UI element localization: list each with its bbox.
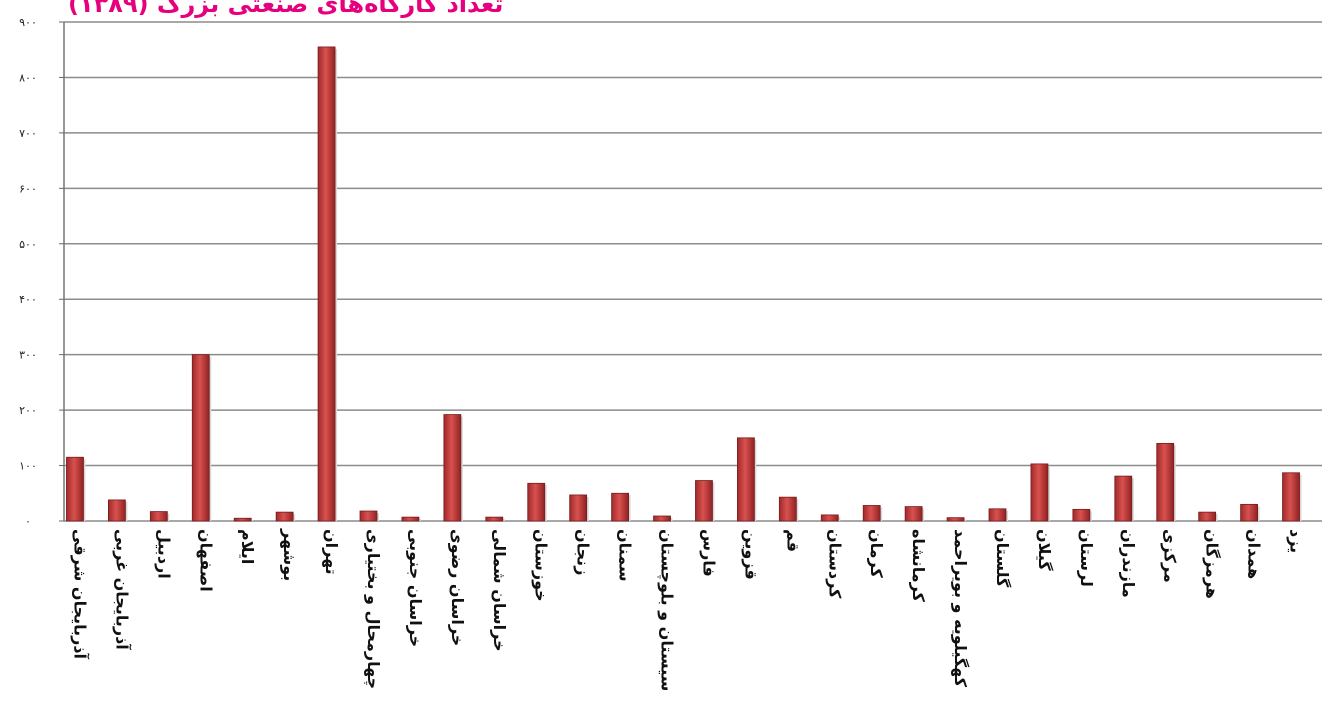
bar bbox=[359, 510, 378, 522]
category-label: گلستان bbox=[993, 529, 1012, 588]
bar bbox=[1030, 463, 1049, 522]
y-tick-label: ۲۰۰ bbox=[19, 404, 37, 417]
category-label: خوزستان bbox=[532, 529, 551, 602]
y-tick-label: ۶۰۰ bbox=[19, 182, 37, 195]
category-label: هرمزگان bbox=[1203, 529, 1222, 599]
category-label: یزد bbox=[1287, 529, 1306, 553]
category-label: کردستان bbox=[825, 529, 844, 599]
bar bbox=[149, 511, 168, 522]
category-label: فارس bbox=[699, 529, 718, 577]
category-label: قم bbox=[783, 529, 802, 552]
category-label: مرکزی bbox=[1161, 529, 1180, 583]
bar bbox=[569, 494, 588, 522]
bar bbox=[108, 499, 126, 522]
y-tick-label: ۰ bbox=[25, 515, 31, 528]
category-label: قزوین bbox=[741, 529, 760, 580]
bar bbox=[1240, 503, 1258, 522]
bar bbox=[317, 46, 336, 522]
bar bbox=[653, 515, 671, 522]
category-label: سیستان و بلوچستان bbox=[657, 529, 677, 691]
bar bbox=[66, 456, 84, 522]
category-label: کهگیلویه و بویراحمد bbox=[951, 529, 970, 688]
bar bbox=[611, 492, 629, 522]
bar bbox=[904, 506, 923, 522]
category-label: مازندران bbox=[1119, 529, 1138, 598]
category-label: خراسان رضوی bbox=[448, 529, 467, 646]
bar bbox=[1156, 442, 1175, 522]
category-label: گیلان bbox=[1035, 529, 1054, 571]
bar bbox=[1072, 508, 1091, 522]
category-label: کرمان bbox=[867, 529, 886, 579]
category-label: خراسان شمالی bbox=[490, 529, 509, 652]
bar bbox=[1198, 511, 1217, 522]
bar bbox=[695, 480, 713, 522]
bar bbox=[401, 516, 420, 522]
bar bbox=[527, 482, 546, 522]
y-tick-label: ۴۰۰ bbox=[19, 293, 37, 306]
bar bbox=[820, 514, 839, 522]
bar bbox=[1114, 475, 1133, 522]
category-label: اردبیل bbox=[154, 529, 173, 579]
bar bbox=[443, 414, 462, 522]
category-label: آذربایجان شرقی bbox=[70, 529, 90, 660]
category-label: خراسان جنوبی bbox=[406, 529, 425, 647]
y-tick-label: ۸۰۰ bbox=[19, 71, 37, 84]
chart-title: تعداد کارگاه‌های صنعتی بزرگ (۱۳۸۹) bbox=[68, 0, 504, 18]
category-label: کرمانشاه bbox=[909, 529, 928, 603]
category-label: آذربایجان غربی bbox=[112, 529, 132, 650]
y-tick-label: ۱۰۰ bbox=[19, 460, 37, 473]
bar bbox=[275, 511, 294, 522]
category-label: چهارمحال و بختیاری bbox=[363, 529, 383, 689]
category-label: ایلام bbox=[238, 529, 257, 564]
y-tick-label: ۳۰۰ bbox=[19, 349, 37, 362]
category-label: همدان bbox=[1245, 529, 1264, 579]
bar bbox=[1282, 472, 1300, 522]
category-label: بوشهر bbox=[280, 528, 299, 581]
bar bbox=[778, 496, 797, 522]
y-tick-label: ۹۰۰ bbox=[19, 16, 37, 29]
bar bbox=[862, 505, 881, 522]
bar bbox=[988, 508, 1007, 522]
bar bbox=[191, 354, 210, 522]
bar bbox=[233, 517, 252, 522]
category-label: لرستان bbox=[1077, 529, 1096, 587]
y-tick-label: ۵۰۰ bbox=[19, 238, 37, 251]
category-label: سمنان bbox=[616, 529, 635, 582]
y-tick-label: ۷۰۰ bbox=[19, 127, 37, 140]
bar bbox=[485, 516, 504, 522]
category-label: زنجان bbox=[574, 529, 593, 575]
category-label: تهران bbox=[322, 529, 341, 575]
category-label: اصفهان bbox=[196, 529, 215, 592]
bar bbox=[946, 517, 965, 522]
bar bbox=[737, 437, 755, 522]
